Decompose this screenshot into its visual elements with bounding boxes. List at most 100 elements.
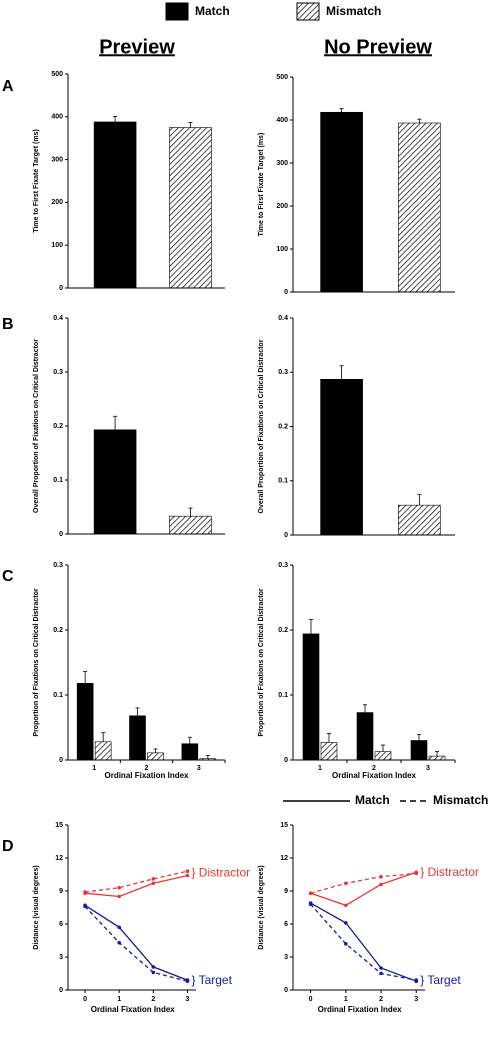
x-tick-label: 3 [414,996,418,1003]
y-axis-label: Distance (visual degrees) [33,865,40,949]
point [344,903,348,908]
y-tick-label: 9 [59,888,63,895]
y-axis-label: Distance (visual degrees) [258,865,265,949]
x-tick-label: 0 [83,996,87,1003]
series-line [84,905,188,982]
bar [94,741,112,761]
point [151,965,156,969]
series-line [310,903,417,981]
y-tick-label: 3 [59,954,63,961]
y-axis-label: Proportion of Fixations on Critical Dist… [258,588,265,736]
y-tick-label: 15 [55,822,63,829]
x-axis-label: Ordinal Fixation Index [91,1005,176,1014]
y-tick-label: 0 [59,285,63,292]
point [117,885,121,890]
point [117,894,121,899]
y-tick-label: 200 [51,199,63,206]
y-tick-label: 0 [284,757,288,764]
y-tick-label: 0.3 [53,562,63,569]
bar [320,742,338,761]
x-axis-label: Ordinal Fixation Index [104,771,189,780]
y-tick-label: 3 [284,954,288,961]
x-tick-label: 3 [197,765,201,772]
point [151,881,156,886]
point [344,942,348,946]
bar [398,122,441,293]
point [344,921,348,925]
bar [428,755,446,761]
legend-swatch [165,2,189,21]
x-tick-label: 3 [426,765,430,772]
bar [320,111,363,293]
row-label: C [2,568,14,585]
column-title: No Preview [324,36,432,58]
y-tick-label: 0.4 [278,315,288,322]
y-axis-label: Overall Proportion of Fixations on Criti… [258,339,265,513]
y-tick-label: 0.3 [278,369,288,376]
bar [356,712,374,761]
y-tick-label: 15 [280,822,288,829]
point [308,902,313,906]
point [379,874,383,879]
y-axis-label: Proportion of Fixations on Critical Dist… [33,588,40,736]
y-tick-label: 0.2 [278,627,288,634]
y-tick-label: 0.4 [53,315,63,322]
point [344,881,348,886]
y-tick-label: 0.1 [278,478,288,485]
point [414,871,419,876]
y-axis-label: Time to First Fixate Target (ms) [33,129,40,233]
legend-label: Match [195,4,230,18]
y-tick-label: 0 [59,531,63,538]
y-tick-label: 0.1 [53,477,63,484]
series-line [84,904,188,981]
bar [129,715,146,761]
y-tick-label: 0 [284,532,288,539]
point [379,971,383,976]
bar [93,121,137,289]
series-label: } Distractor [420,865,479,879]
point [185,869,190,873]
point [151,970,156,975]
y-tick-label: 6 [284,921,288,928]
series-label: } Target [420,973,461,987]
x-axis-label: Ordinal Fixation Index [318,1005,403,1014]
bar [320,379,363,536]
point [308,891,313,895]
point [83,904,87,909]
point [83,890,87,894]
y-tick-label: 0.3 [53,369,63,376]
x-tick-label: 2 [145,765,149,772]
y-tick-label: 500 [51,71,63,78]
x-tick-label: 2 [379,996,383,1003]
y-tick-label: 0.2 [53,627,63,634]
x-tick-label: 1 [344,996,348,1003]
y-tick-label: 0.1 [278,692,288,699]
y-tick-label: 100 [51,242,63,249]
series-label: } Target [191,973,232,987]
bar [374,751,392,761]
x-tick-label: 1 [318,765,322,772]
bar [410,740,428,761]
row-label: B [2,316,14,333]
point [185,979,190,983]
y-tick-label: 500 [276,74,288,81]
point [379,966,383,970]
y-tick-label: 100 [276,246,288,253]
y-tick-label: 300 [276,160,288,167]
y-tick-label: 9 [284,888,288,895]
y-tick-label: 0.2 [53,423,63,430]
bar [93,429,137,535]
series-line [310,871,417,907]
y-axis-label: Time to First Fixate Target (ms) [258,133,265,237]
series-line [310,872,417,894]
column-title: Preview [99,36,175,58]
y-tick-label: 0.2 [278,423,288,430]
series-label: } Distractor [191,866,250,880]
x-tick-label: 3 [186,996,190,1003]
y-tick-label: 0.3 [278,562,288,569]
series-line [310,902,417,982]
y-tick-label: 0 [284,987,288,994]
x-tick-label: 2 [372,765,376,772]
y-tick-label: 0 [284,289,288,296]
x-tick-label: 2 [151,996,155,1003]
